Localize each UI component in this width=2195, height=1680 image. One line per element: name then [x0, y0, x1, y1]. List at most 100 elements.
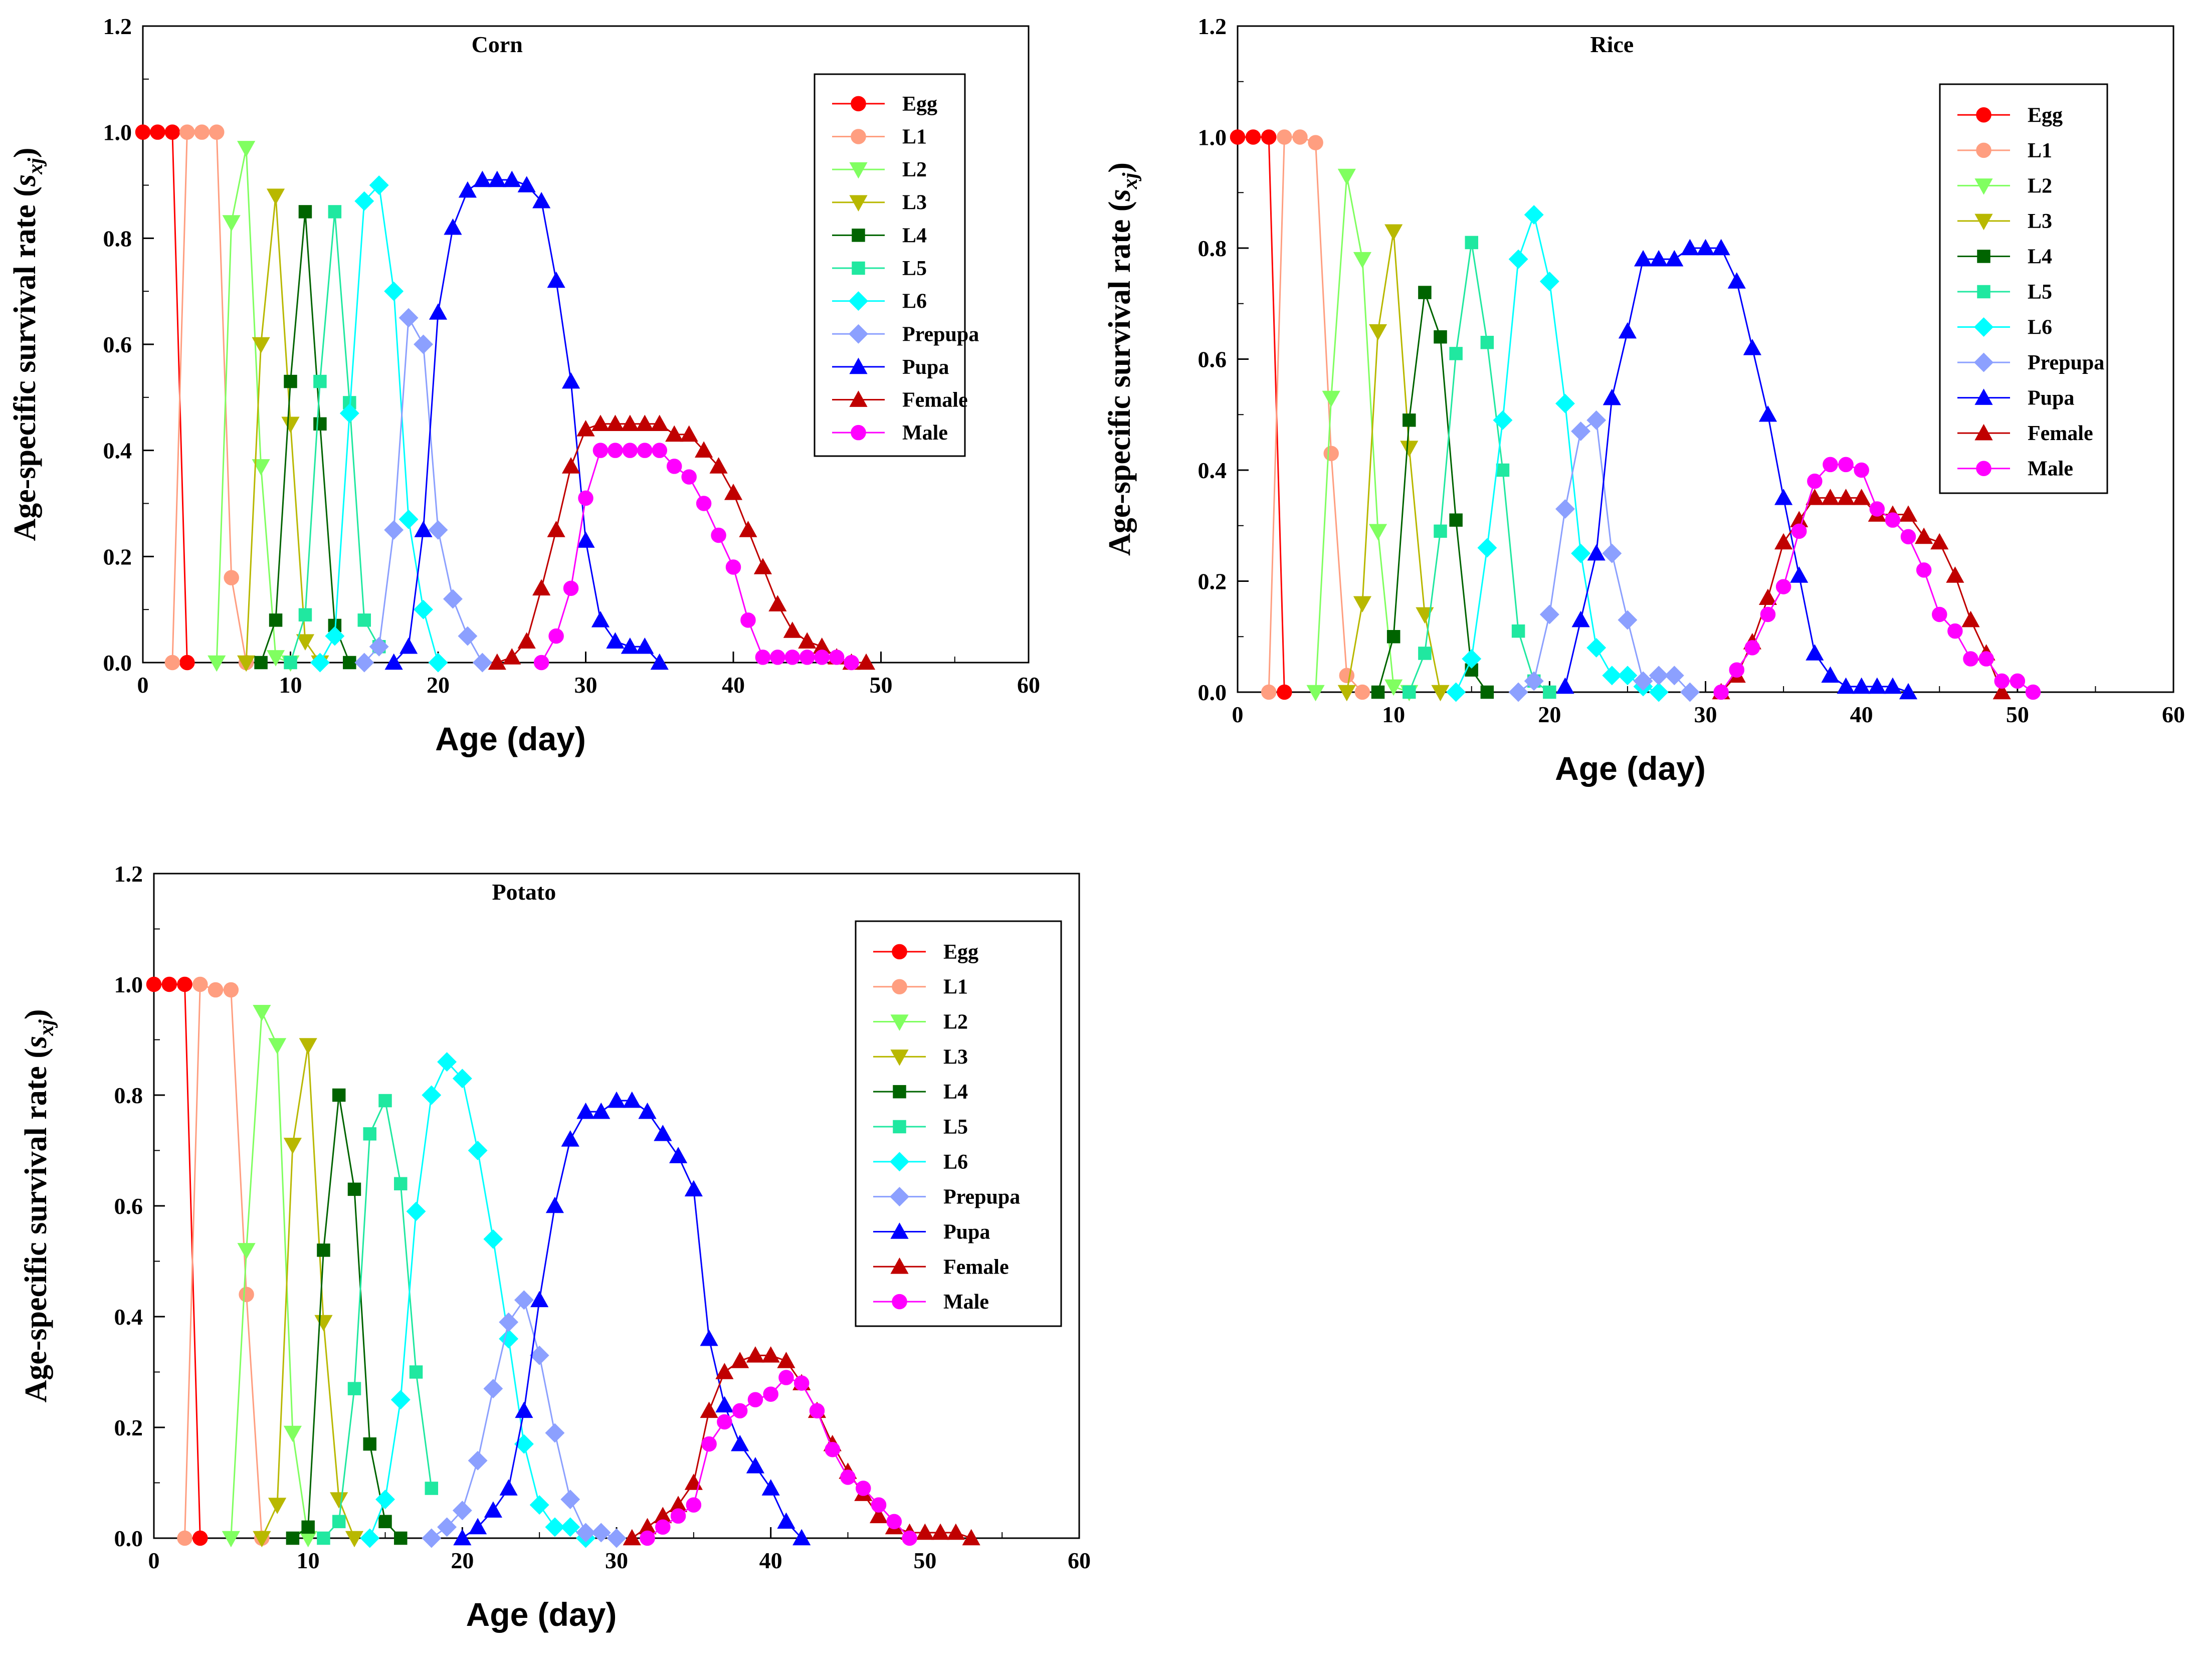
series-line-l3 — [261, 1045, 355, 1539]
point-male — [1916, 562, 1932, 578]
point-l4 — [1403, 413, 1416, 427]
legend-box — [855, 920, 1062, 1327]
point-female — [783, 621, 802, 638]
point-l3 — [1431, 685, 1450, 702]
y-axis-title: Age-specific survival rate (sxj) — [19, 1009, 58, 1402]
legend-rice: Egg L1 L2 L3 L4 L5 L6 Prepupa Pupa Female Male — [1939, 83, 2108, 494]
point-l1 — [1339, 668, 1355, 684]
point-female — [532, 579, 551, 596]
series-line-l1 — [1268, 136, 1363, 693]
point-pupa — [484, 1501, 502, 1518]
point-l3 — [330, 1492, 348, 1509]
point-l2 — [253, 1004, 271, 1021]
point-prepupa — [1586, 410, 1607, 430]
point-male — [800, 650, 815, 665]
point-pupa — [1852, 677, 1871, 694]
point-male — [666, 459, 682, 474]
legend-marker-l3 — [849, 195, 868, 212]
legend-box — [1939, 83, 2108, 494]
point-female — [1774, 533, 1793, 550]
point-male — [763, 1386, 778, 1402]
legend-label-l3: L3 — [943, 1045, 968, 1069]
chart-corn: 0 10 20 30 40 50 60 0.0 0.2 0.4 0.6 0.8 1.0 1.2 Corn Ag… — [8, 14, 1040, 757]
point-prepupa — [1555, 499, 1575, 519]
point-pupa — [1681, 239, 1699, 256]
point-l1 — [164, 655, 180, 671]
x-tick-label: 30 — [574, 672, 597, 698]
x-tick-label: 60 — [1068, 1548, 1091, 1573]
point-female — [1946, 566, 1964, 583]
legend-marker-egg — [1976, 107, 1991, 123]
point-l3 — [268, 1498, 287, 1514]
legend-label-pupa: Pupa — [902, 356, 949, 379]
point-male — [563, 580, 579, 596]
series-line-l4 — [260, 212, 350, 663]
point-l1 — [223, 982, 239, 998]
point-pupa — [576, 1102, 595, 1119]
series-line-l5 — [323, 1098, 433, 1539]
point-prepupa — [1649, 666, 1669, 686]
point-pupa — [761, 1479, 780, 1496]
point-male — [1885, 512, 1901, 528]
point-male — [637, 443, 653, 458]
point-male — [1775, 579, 1791, 594]
point-egg — [1245, 129, 1261, 145]
x-tick-label: 50 — [2006, 702, 2029, 727]
x-tick-label: 10 — [1382, 702, 1405, 727]
point-male — [1791, 523, 1807, 539]
x-axis-title: Age (day) — [466, 1596, 617, 1633]
legend-marker-l5 — [852, 261, 865, 275]
point-l6 — [375, 1490, 395, 1510]
point-l3 — [345, 1531, 364, 1548]
point-pupa — [515, 1401, 533, 1418]
point-l5 — [332, 1515, 346, 1529]
point-pupa — [777, 1512, 795, 1529]
x-tick-label: 30 — [1694, 702, 1717, 727]
point-female — [576, 420, 595, 437]
y-tick-label: 1.0 — [103, 120, 132, 145]
point-l1 — [1277, 129, 1292, 145]
y-tick-label: 0.8 — [1198, 236, 1227, 261]
point-pupa — [1821, 666, 1840, 683]
legend-label-l1: L1 — [943, 976, 968, 999]
point-female — [700, 1401, 718, 1418]
point-l6 — [1586, 638, 1607, 658]
point-prepupa — [1539, 604, 1559, 624]
point-pupa — [1790, 566, 1809, 583]
point-l6 — [1618, 666, 1638, 686]
point-l6 — [360, 1528, 380, 1548]
point-l4 — [378, 1515, 392, 1529]
panel-title-rice: Rice — [1590, 32, 1634, 57]
point-l4 — [1418, 286, 1432, 299]
point-pupa — [1758, 405, 1777, 422]
point-pupa — [1883, 677, 1902, 694]
point-female — [517, 632, 536, 649]
point-l4 — [1434, 330, 1447, 344]
point-l6 — [499, 1329, 519, 1349]
y-tick-label: 0.4 — [114, 1304, 143, 1330]
point-male — [829, 650, 845, 665]
point-l4 — [301, 1520, 315, 1534]
point-male — [681, 469, 697, 485]
legend-label-male: Male — [902, 422, 948, 445]
point-pupa — [458, 181, 477, 198]
point-l5 — [1449, 347, 1463, 360]
point-male — [640, 1530, 655, 1546]
point-female — [561, 457, 580, 474]
legend-marker-pupa — [890, 1222, 909, 1239]
point-l6 — [1649, 682, 1669, 702]
point-l3 — [237, 655, 256, 672]
legend-label-l4: L4 — [943, 1081, 968, 1104]
legend-label-pupa: Pupa — [943, 1220, 990, 1243]
legend-label-l5: L5 — [943, 1116, 968, 1139]
point-l6 — [1539, 271, 1559, 291]
point-l2 — [252, 459, 270, 476]
point-pupa — [488, 170, 506, 187]
point-l3 — [1353, 596, 1372, 613]
point-l5 — [1418, 647, 1432, 660]
point-l2 — [1368, 524, 1387, 541]
point-l4 — [284, 374, 297, 388]
point-prepupa — [422, 1528, 442, 1548]
point-female — [753, 558, 772, 574]
point-l1 — [192, 976, 208, 992]
